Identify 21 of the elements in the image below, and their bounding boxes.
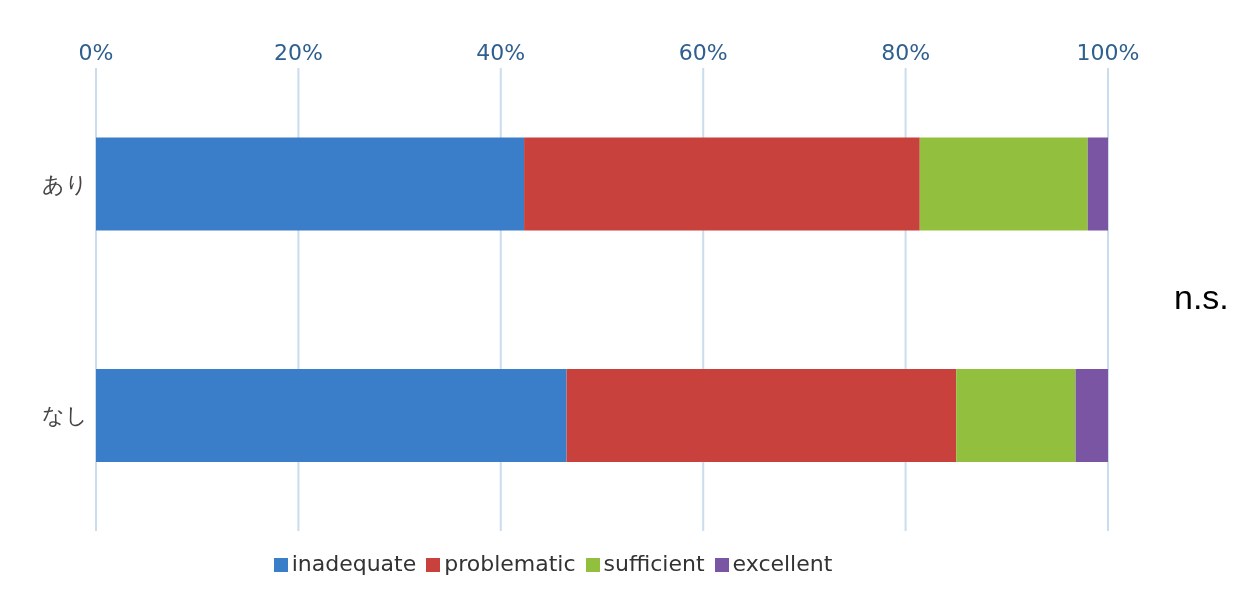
bar bbox=[919, 137, 1088, 231]
bar bbox=[524, 137, 920, 231]
bar bbox=[96, 368, 567, 462]
legend-label: inadequate bbox=[291, 551, 417, 576]
x-tick-label: 20% bbox=[273, 40, 323, 65]
legend-label: problematic bbox=[444, 551, 576, 576]
bar bbox=[1075, 368, 1108, 462]
text: n.s. bbox=[1174, 278, 1229, 317]
y-tick-label: なし bbox=[42, 403, 88, 429]
bar bbox=[566, 368, 957, 462]
x-tick-label: 60% bbox=[678, 40, 728, 65]
x-tick-label: 100% bbox=[1076, 40, 1140, 65]
x-tick-label: 0% bbox=[78, 40, 114, 65]
bar bbox=[956, 368, 1076, 462]
bar bbox=[1087, 137, 1108, 231]
x-tick-label: 40% bbox=[476, 40, 526, 65]
x-tick-label: 80% bbox=[881, 40, 931, 65]
legend-label: excellent bbox=[732, 551, 833, 576]
y-tick-label: あり bbox=[42, 171, 88, 197]
bar bbox=[96, 137, 525, 231]
legend-label: sufficient bbox=[603, 551, 705, 576]
